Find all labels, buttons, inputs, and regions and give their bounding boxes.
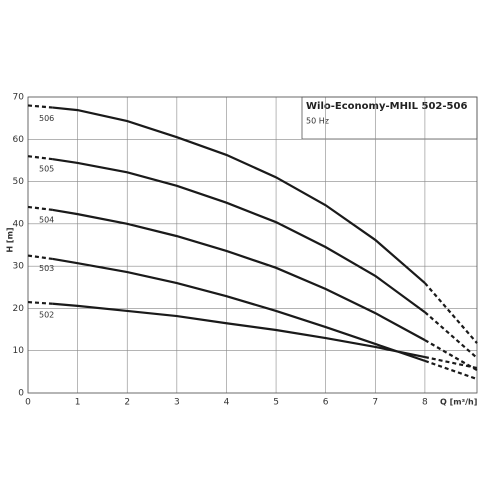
x-tick-label: 7	[372, 398, 378, 408]
x-axis-label: Q [m³/h]	[440, 398, 477, 407]
y-tick-label: 30	[13, 262, 25, 272]
pump-curve	[27, 254, 53, 261]
y-tick-label: 70	[13, 93, 25, 103]
pump-curve	[52, 106, 426, 284]
pump-curve	[424, 355, 478, 370]
series-label: 502	[39, 311, 54, 320]
x-tick-label: 8	[422, 398, 428, 408]
x-tick-label: 0	[25, 398, 31, 408]
pump-curve	[27, 205, 53, 211]
pump-curve	[52, 302, 426, 359]
x-tick-label: 1	[75, 398, 81, 408]
pump-curve	[27, 300, 53, 305]
x-tick-label: 6	[323, 398, 329, 408]
x-tick-label: 2	[124, 398, 130, 408]
pump-curve	[52, 208, 426, 342]
series-label: 505	[39, 165, 54, 174]
pump-curve	[424, 359, 478, 381]
plot-frame	[27, 96, 478, 394]
y-tick-label: 40	[13, 219, 25, 229]
x-tick-label: 3	[174, 398, 180, 408]
y-tick-label: 0	[18, 389, 24, 399]
pump-curve	[424, 282, 478, 344]
y-tick-label: 10	[13, 346, 25, 356]
series-label: 506	[39, 114, 54, 123]
pump-curve	[52, 158, 426, 314]
y-tick-label: 50	[13, 177, 25, 187]
x-tick-label: 5	[273, 398, 279, 408]
pump-curve	[52, 257, 426, 362]
chart-title: Wilo-Economy-MHIL 502-506	[306, 101, 467, 112]
series-label: 503	[39, 264, 54, 273]
y-tick-label: 20	[13, 304, 25, 314]
pump-curve	[27, 155, 53, 161]
title-box	[301, 96, 478, 140]
y-axis-label: H [m]	[6, 227, 15, 252]
x-tick-label: 4	[224, 398, 230, 408]
chart-subtitle: 50 Hz	[306, 117, 329, 126]
series-label: 504	[39, 215, 54, 224]
y-tick-label: 60	[13, 135, 25, 145]
pump-curve	[27, 104, 53, 109]
pump-curve	[424, 311, 478, 359]
